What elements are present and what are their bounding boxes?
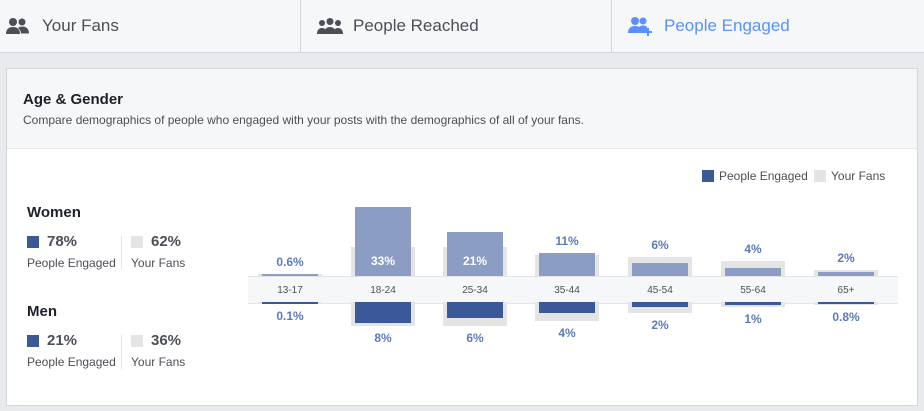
men-fans-stat: 36% xyxy=(131,332,181,349)
tab-label: Your Fans xyxy=(42,16,119,35)
men-engaged-bar-25-34 xyxy=(447,302,503,319)
age-tick-label: 13-17 xyxy=(277,285,303,296)
age-tick-label: 55-64 xyxy=(740,285,766,296)
men-pct-label: 2% xyxy=(651,317,669,332)
men-engaged-bar-45-54 xyxy=(632,302,688,308)
women-fans-label: Your Fans xyxy=(131,256,186,270)
women-engaged-bar-25-34 xyxy=(447,232,503,276)
women-pct-label: 0.6% xyxy=(276,254,304,269)
women-engaged-bar-18-24 xyxy=(355,207,411,276)
legend-label-fans: Your Fans xyxy=(831,169,886,183)
tab-your-fans[interactable]: Your Fans xyxy=(0,0,301,52)
legend-engaged: People Engaged xyxy=(702,169,808,183)
people-reached-icon xyxy=(317,15,343,37)
men-pct-label: 6% xyxy=(466,331,484,346)
men-pct-label: 0.8% xyxy=(832,309,860,324)
legend-swatch-fans xyxy=(814,170,826,182)
men-pct-label: 4% xyxy=(558,325,576,340)
tab-people-reached[interactable]: People Reached xyxy=(301,0,612,52)
women-engaged-bar-45-54 xyxy=(632,263,688,276)
swatch-fans xyxy=(131,334,143,347)
men-engaged-bar-55-64 xyxy=(725,302,781,305)
age-tick-label: 25-34 xyxy=(462,285,488,296)
card-subtitle: Compare demographics of people who engag… xyxy=(23,113,584,127)
women-engaged-label: People Engaged xyxy=(27,256,116,270)
men-engaged-bar-65-plus xyxy=(818,302,874,305)
men-pct-label: 0.1% xyxy=(276,309,304,323)
women-pct-label: 6% xyxy=(651,238,669,253)
card-header: Age & Gender Compare demographics of peo… xyxy=(7,69,917,149)
age-tick-label: 35-44 xyxy=(554,285,580,296)
men-engaged-stat: 21% xyxy=(27,332,77,349)
age-tick-label: 18-24 xyxy=(370,285,396,296)
women-engaged-bar-55-64 xyxy=(725,267,781,276)
age-tick-label: 45-54 xyxy=(647,285,673,296)
men-title: Men xyxy=(27,303,57,320)
women-engaged-stat: 78% xyxy=(27,233,77,250)
women-engaged-bar-65-plus xyxy=(818,271,874,276)
women-pct-label: 4% xyxy=(744,242,762,257)
tab-bar: Your Fans People Reached People Engaged xyxy=(0,0,924,53)
men-pct-label: 8% xyxy=(374,331,392,346)
men-fans-value: 36% xyxy=(151,332,182,349)
legend-fans: Your Fans xyxy=(814,169,885,183)
women-pct-label: 33% xyxy=(370,254,396,268)
swatch-fans xyxy=(131,235,143,248)
men-fans-label: Your Fans xyxy=(131,355,186,369)
women-pct-label: 21% xyxy=(462,254,488,268)
men-engaged-bar-35-44 xyxy=(539,302,595,313)
legend-swatch-engaged xyxy=(702,170,714,182)
age-tick-label: 65+ xyxy=(837,285,855,296)
men-pct-label: 1% xyxy=(744,312,762,327)
legend-label-engaged: People Engaged xyxy=(719,169,808,183)
women-engaged-bar-35-44 xyxy=(539,253,595,276)
men-fans-bar-55-64 xyxy=(721,302,785,308)
fans-icon xyxy=(6,15,32,37)
age-gender-card: Age & Gender Compare demographics of peo… xyxy=(6,68,918,406)
women-pct-label: 2% xyxy=(837,250,855,265)
men-engaged-value: 21% xyxy=(47,332,78,349)
people-engaged-icon xyxy=(628,15,654,37)
women-pct-label: 11% xyxy=(555,234,579,248)
men-engaged-bar-18-24 xyxy=(355,302,411,324)
women-engaged-value: 78% xyxy=(47,233,78,250)
divider xyxy=(121,335,122,369)
men-fans-bar-45-54 xyxy=(628,302,692,313)
women-fans-stat: 62% xyxy=(131,233,181,250)
women-title: Women xyxy=(27,204,81,221)
tab-label: People Engaged xyxy=(664,16,790,35)
swatch-engaged xyxy=(27,235,39,248)
tab-people-engaged[interactable]: People Engaged xyxy=(612,0,924,52)
tab-label: People Reached xyxy=(353,16,479,35)
card-title: Age & Gender xyxy=(23,91,124,108)
women-engaged-bar-13-17 xyxy=(262,274,318,276)
women-fans-value: 62% xyxy=(151,233,182,250)
divider xyxy=(121,236,122,270)
swatch-engaged xyxy=(27,334,39,347)
men-engaged-label: People Engaged xyxy=(27,355,116,369)
men-engaged-bar-13-17 xyxy=(262,302,318,304)
